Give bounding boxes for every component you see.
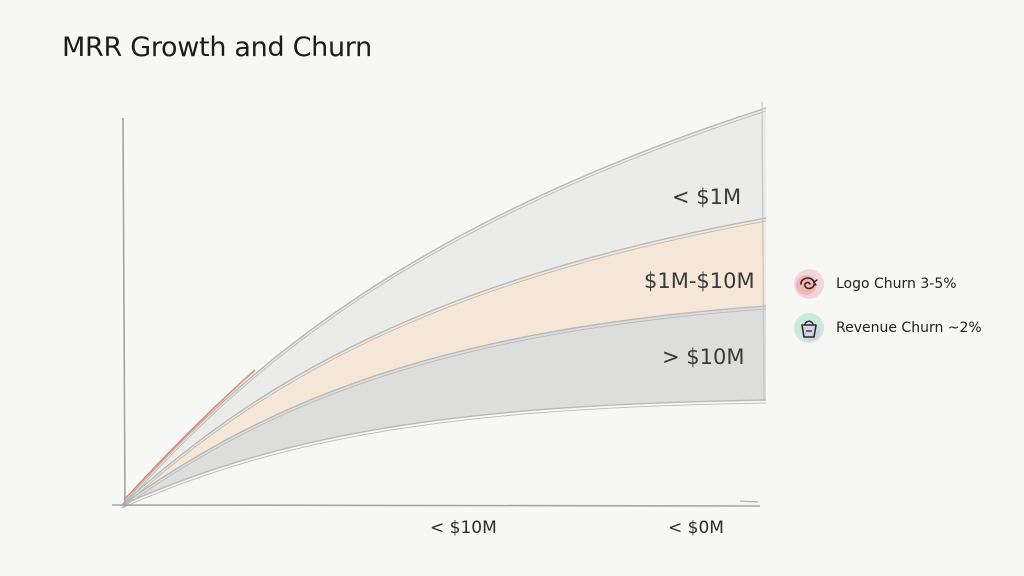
band-boundary-stroke: [121, 402, 767, 509]
legend-label-revenue-churn: Revenue Churn ~2%: [836, 320, 982, 336]
right-edge-line: [761, 101, 765, 401]
legend-label-logo-churn: Logo Churn 3-5%: [836, 276, 957, 292]
band-boundary-stroke: [121, 220, 767, 509]
legend: Logo Churn 3-5% Revenue Churn ~2%: [792, 262, 1012, 350]
bands-layer: [121, 107, 767, 509]
band-area-under-1m: [122, 108, 766, 505]
x-tick-label-0: < $10M: [430, 518, 497, 538]
band-label-1m-10m: $1M-$10M: [644, 269, 755, 293]
band-boundary-stroke: [121, 305, 767, 506]
band-area-1m-10m: [122, 218, 766, 505]
band-boundary-stroke: [121, 217, 767, 506]
band-boundary-stroke: [121, 308, 767, 509]
band-boundary-stroke: [121, 110, 767, 509]
band-area-over-10m: [122, 306, 766, 505]
x-axis-line: [111, 504, 761, 507]
accent-growth-stroke: [123, 369, 256, 501]
bag-churn-icon: [794, 313, 824, 343]
band-label-under-1m: < $1M: [672, 185, 741, 209]
band-boundary-stroke: [121, 399, 767, 506]
legend-item-revenue-churn: Revenue Churn ~2%: [792, 306, 1012, 350]
axes-layer: [111, 101, 765, 507]
swirl-churn-icon: [794, 269, 824, 299]
x-tick-label-1: < $0M: [668, 518, 724, 538]
x-axis-arrow-mark: [739, 500, 759, 503]
band-boundary-stroke: [121, 107, 767, 506]
y-axis-line: [122, 117, 126, 507]
chart-title: MRR Growth and Churn: [62, 32, 372, 63]
band-label-over-10m: > $10M: [662, 345, 744, 369]
legend-item-logo-churn: Logo Churn 3-5%: [792, 262, 1012, 306]
labels-layer: < $1M $1M-$10M > $10M < $10M < $0M: [430, 185, 755, 538]
